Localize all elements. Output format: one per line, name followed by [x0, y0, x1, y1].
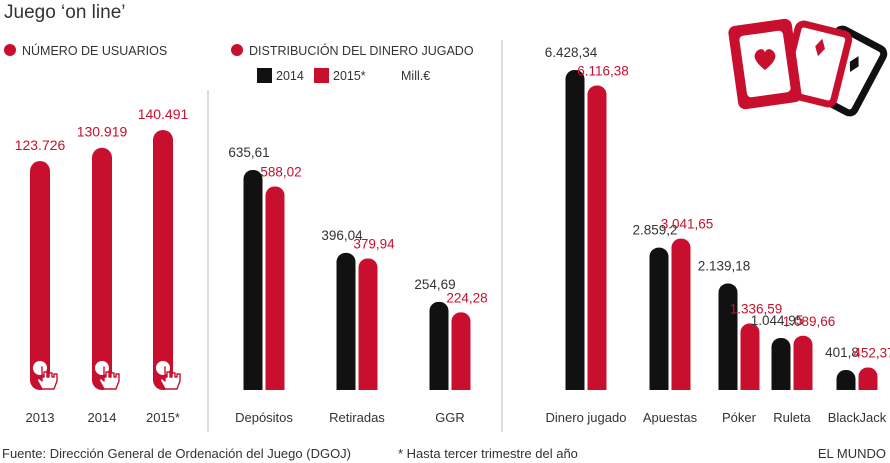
chart-title: Juego ‘on line’	[4, 2, 125, 23]
money-value-label: 224,28	[446, 290, 487, 305]
money-bar-2014-5	[718, 283, 738, 390]
money-value-label: 635,61	[228, 145, 269, 160]
playing-cards-icon	[728, 18, 888, 117]
money-value-label: 2.139,18	[698, 259, 751, 274]
source-note: Fuente: Dirección General de Ordenación …	[2, 446, 351, 461]
legend-2014-swatch	[257, 68, 272, 83]
money-bar-2014-2	[429, 301, 449, 390]
brand-label: EL MUNDO	[818, 446, 886, 461]
money-bar-base	[336, 380, 356, 390]
money-bar-2015*-1	[358, 258, 378, 390]
legend-users-label: NÚMERO DE USUARIOS	[22, 43, 167, 58]
money-value-label: 6.428,34	[545, 45, 598, 60]
users-bar-2015*	[153, 130, 173, 390]
users-category-label: 2014	[88, 410, 117, 425]
legend-2015-label: 2015*	[333, 69, 366, 83]
hand-cursor-icon-dot	[156, 361, 170, 375]
money-bar-base	[265, 380, 285, 390]
money-bar-base	[671, 380, 691, 390]
money-value-label: 588,02	[260, 164, 301, 179]
hand-cursor-icon	[98, 366, 120, 390]
legend-money-label: DISTRIBUCIÓN DEL DINERO JUGADO	[249, 43, 474, 58]
money-bar-base	[858, 380, 878, 390]
money-bar-base	[587, 380, 607, 390]
money-bar-2015*-4	[671, 238, 691, 390]
money-value-label: 254,69	[414, 277, 455, 292]
money-category-label: Póker	[722, 410, 757, 425]
money-category-label: Apuestas	[643, 410, 698, 425]
users-value-label: 123.726	[15, 137, 66, 153]
money-category-label: GGR	[435, 410, 465, 425]
money-category-label: Ruleta	[773, 410, 811, 425]
money-bar-2014-1	[336, 252, 356, 390]
users-value-label: 140.491	[138, 106, 189, 122]
chart-marks: 123.726 2013 130.919 2014 140.491 2015* 635,61…	[15, 45, 890, 425]
money-bar-2015*-0	[265, 186, 285, 390]
money-category-label: BlackJack	[828, 410, 887, 425]
money-bar-2015*-5	[740, 323, 760, 390]
money-bar-2014-4	[649, 247, 669, 390]
money-category-label: Depósitos	[235, 410, 293, 425]
users-category-label: 2013	[26, 410, 55, 425]
money-bar-base	[649, 380, 669, 390]
money-bar-base	[358, 380, 378, 390]
users-value-label: 130.919	[77, 124, 128, 140]
users-category-label: 2015*	[146, 410, 180, 425]
legend-money-marker	[231, 44, 243, 56]
money-bar-base	[429, 380, 449, 390]
users-bar-2013	[30, 161, 50, 390]
hand-cursor-icon	[159, 366, 181, 390]
footnote: * Hasta tercer trimestre del año	[398, 446, 578, 461]
hand-cursor-icon	[36, 366, 58, 390]
money-bar-2014-0	[243, 170, 263, 390]
hand-cursor-icon-dot	[95, 361, 109, 375]
money-bar-base	[565, 380, 585, 390]
money-bar-base	[771, 380, 791, 390]
money-value-label: 1.044,95	[751, 313, 804, 328]
money-category-label: Retiradas	[329, 410, 385, 425]
users-bar-2014	[92, 147, 112, 390]
money-value-label: 379,94	[353, 236, 395, 251]
money-bar-2014-6	[771, 337, 791, 390]
money-bar-2015*-6	[793, 335, 813, 390]
money-bar-2014-3	[565, 70, 585, 390]
money-value-label: 1.089,66	[783, 314, 836, 329]
money-bar-base	[451, 380, 471, 390]
money-bar-base	[718, 380, 738, 390]
unit-label: Mill.€	[401, 69, 430, 83]
money-category-label: Dinero jugado	[546, 410, 627, 425]
money-bar-2015*-2	[451, 312, 471, 390]
money-bar-2015*-3	[587, 85, 607, 390]
money-value-label: 1.336,59	[730, 301, 783, 316]
money-value-label: 2.859,2	[632, 223, 677, 238]
legend-2014-label: 2014	[276, 69, 304, 83]
money-value-label: 3.041,65	[661, 217, 714, 232]
money-value-label: 452,37	[853, 345, 890, 360]
money-value-label: 6.116,38	[577, 64, 629, 79]
legend-2015-swatch	[314, 68, 329, 83]
money-bar-base	[793, 380, 813, 390]
legend-users-marker	[4, 44, 16, 56]
money-value-label: 396,04	[321, 228, 363, 243]
money-bar-base	[836, 380, 856, 390]
money-bar-base	[740, 380, 760, 390]
money-bar-base	[243, 380, 263, 390]
money-value-label: 401,8	[825, 345, 859, 360]
hand-cursor-icon-dot	[33, 361, 47, 375]
